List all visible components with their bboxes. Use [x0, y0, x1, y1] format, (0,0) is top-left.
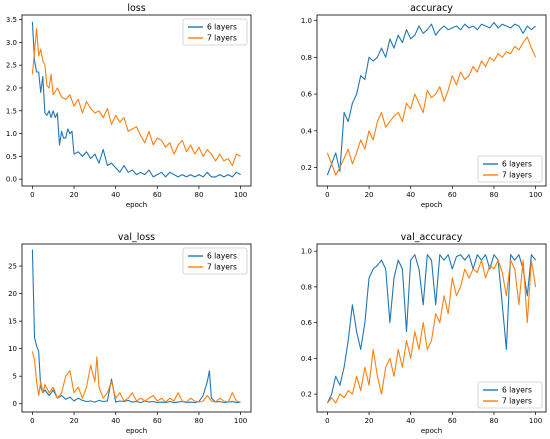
- legend: 6 layers 7 layers: [182, 18, 248, 46]
- x-tick-label: 0: [325, 417, 329, 425]
- series-line-6-layers: [31, 21, 241, 178]
- legend-label: 7 layers: [502, 171, 532, 180]
- y-tick-label: 0.6: [301, 319, 313, 327]
- y-tick-label: 0: [13, 400, 17, 408]
- x-axis-label: epoch: [126, 427, 147, 435]
- chart-panel-val-loss: val_loss 0 20 40 60 80 100 0 5 10 15 20 25 epoch 6 lay…: [8, 232, 252, 435]
- y-tick-label: 15: [8, 318, 17, 326]
- x-tick-label: 80: [194, 191, 203, 199]
- y-tick-label: 2.5: [6, 62, 17, 70]
- y-tick-label: 1.0: [301, 248, 312, 256]
- legend-label: 6 layers: [207, 23, 237, 32]
- y-tick-label: 1.0: [301, 17, 312, 25]
- y-tick-label: 0.0: [6, 176, 17, 184]
- legend-label: 7 layers: [207, 263, 237, 272]
- y-tick-label: 25: [8, 263, 17, 271]
- x-tick-label: 40: [111, 191, 120, 199]
- legend-label: 6 layers: [502, 386, 532, 395]
- x-tick-label: 80: [489, 191, 498, 199]
- x-tick-label: 20: [70, 417, 79, 425]
- y-tick-label: 3.5: [6, 16, 17, 24]
- y-tick-label: 20: [8, 290, 17, 298]
- y-tick-label: 10: [8, 345, 17, 353]
- x-tick-label: 40: [406, 417, 415, 425]
- legend-label: 6 layers: [502, 160, 532, 169]
- series-line-7-layers: [326, 259, 537, 404]
- series-line-6-layers: [326, 254, 537, 404]
- plot-frame: [21, 14, 252, 187]
- chart-title: accuracy: [410, 3, 453, 14]
- x-tick-label: 40: [111, 417, 120, 425]
- y-tick-label: 0.8: [301, 283, 312, 291]
- x-tick-label: 100: [234, 191, 247, 199]
- y-tick-label: 1.0: [6, 130, 17, 138]
- y-tick-label: 1.5: [6, 107, 17, 115]
- x-tick-label: 0: [30, 191, 34, 199]
- x-axis-label: epoch: [421, 427, 442, 435]
- chart-panel-val-accuracy: val_accuracy 0 20 40 60 80 100 0.2 0.4 0.6 0.8 1.0 e…: [301, 232, 547, 435]
- chart-panel-accuracy: accuracy 0 20 40 60 80 100 0.2 0.4 0.6 0.8 1.0 epoch…: [301, 3, 547, 209]
- x-tick-label: 60: [448, 191, 457, 199]
- x-axis-label: epoch: [126, 201, 147, 209]
- legend-label: 6 layers: [207, 252, 237, 261]
- chart-panel-loss: loss 0 20 40 60 80 100 0.0 0.5 1.0 1.5 2.0 2.5 3.0 3.5…: [6, 3, 252, 209]
- y-tick-label: 0.6: [301, 91, 313, 99]
- chart-title: val_accuracy: [401, 232, 463, 243]
- legend: 6 layers 7 layers: [477, 155, 543, 183]
- x-tick-label: 100: [529, 417, 542, 425]
- x-tick-label: 0: [30, 417, 34, 425]
- x-tick-label: 20: [365, 191, 374, 199]
- x-tick-label: 40: [406, 191, 415, 199]
- y-tick-label: 0.4: [301, 127, 313, 135]
- series-line-7-layers: [326, 36, 537, 176]
- chart-title: val_loss: [118, 232, 155, 243]
- x-tick-label: 0: [325, 191, 329, 199]
- legend-label: 7 layers: [207, 34, 237, 43]
- x-tick-label: 100: [234, 417, 247, 425]
- y-tick-label: 3.0: [6, 39, 17, 47]
- y-tick-label: 0.8: [301, 54, 312, 62]
- legend: 6 layers 7 layers: [477, 381, 543, 409]
- x-tick-label: 80: [489, 417, 498, 425]
- chart-title: loss: [127, 3, 145, 14]
- x-tick-label: 20: [70, 191, 79, 199]
- x-tick-label: 60: [153, 417, 162, 425]
- x-tick-label: 80: [194, 417, 203, 425]
- y-tick-label: 0.4: [301, 355, 313, 363]
- y-tick-label: 0.5: [6, 153, 17, 161]
- x-tick-label: 100: [529, 191, 542, 199]
- y-tick-label: 2.0: [6, 84, 17, 92]
- y-tick-label: 0.2: [301, 391, 312, 399]
- legend-label: 7 layers: [502, 397, 532, 406]
- y-tick-label: 0.2: [301, 164, 312, 172]
- series-line-6-layers: [326, 21, 536, 176]
- x-tick-label: 60: [448, 417, 457, 425]
- series-line-7-layers: [31, 28, 241, 167]
- plot-frame: [21, 243, 252, 413]
- x-tick-label: 20: [365, 417, 374, 425]
- x-axis-label: epoch: [421, 201, 442, 209]
- x-tick-label: 60: [153, 191, 162, 199]
- plot-frame: [316, 243, 547, 413]
- y-tick-label: 5: [13, 373, 17, 381]
- legend: 6 layers 7 layers: [182, 247, 248, 275]
- series-line-7-layers: [31, 351, 241, 403]
- plot-frame: [316, 14, 547, 187]
